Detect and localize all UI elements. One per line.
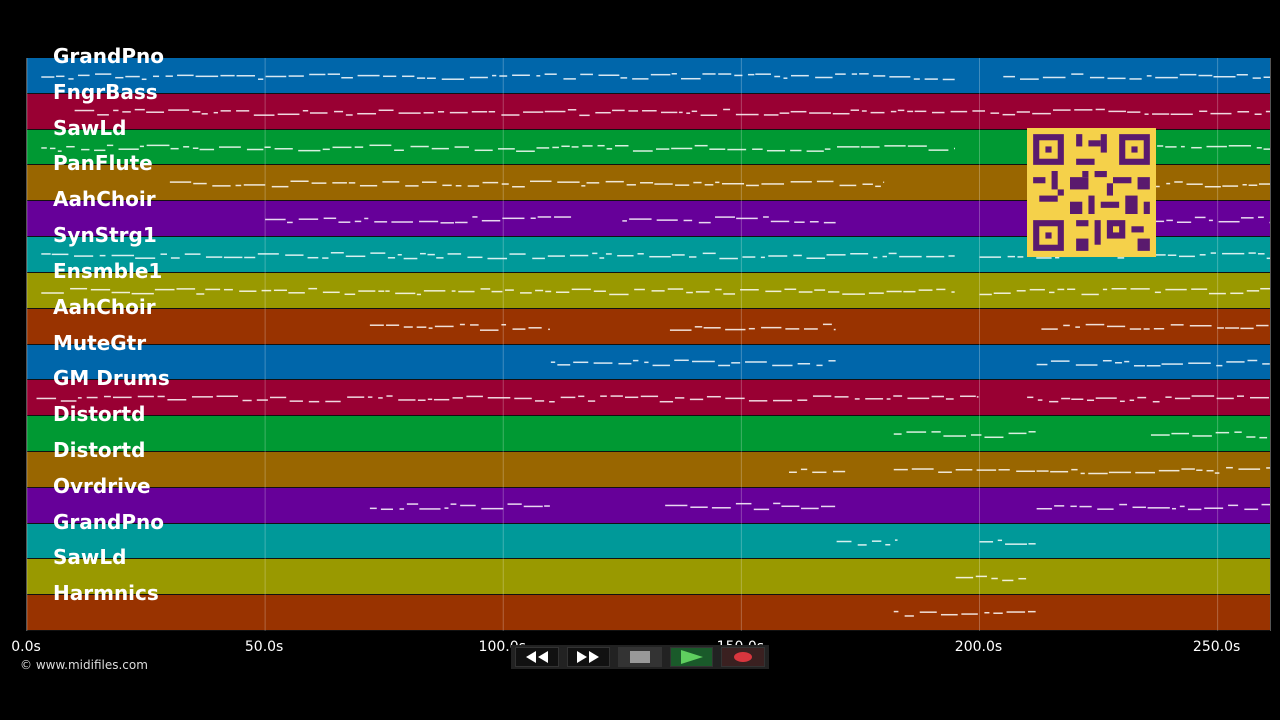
qr-code xyxy=(1027,128,1156,257)
track-lane[interactable] xyxy=(27,559,1270,596)
track-lane[interactable] xyxy=(27,93,1270,130)
fast-forward-button[interactable] xyxy=(566,647,611,667)
track-label: PanFlute xyxy=(53,151,153,176)
stop-button[interactable] xyxy=(618,647,662,667)
track-label: SynStrg1 xyxy=(53,223,157,248)
record-button[interactable] xyxy=(721,647,765,667)
play-button[interactable] xyxy=(669,647,714,667)
fast-forward-icon xyxy=(577,651,600,663)
play-icon xyxy=(680,650,703,664)
record-icon xyxy=(734,652,753,662)
track-label: GrandPno xyxy=(53,44,164,68)
track-label: AahChoir xyxy=(53,187,156,212)
track-label: MuteGtr xyxy=(53,330,147,355)
track-label: SawLd xyxy=(53,545,127,570)
track-lane[interactable] xyxy=(27,595,1270,631)
copyright-text: © www.midifiles.com xyxy=(20,658,148,672)
track-label: FngrBass xyxy=(53,79,158,104)
time-tick-label: 200.0s xyxy=(954,639,1003,655)
track-lane[interactable] xyxy=(27,58,1270,94)
track-lane[interactable] xyxy=(27,380,1270,417)
track-lane[interactable] xyxy=(27,523,1270,560)
track-lane[interactable] xyxy=(27,487,1270,524)
time-tick-label: 0.0s xyxy=(11,639,41,655)
rewind-button[interactable] xyxy=(515,647,559,667)
track-lane[interactable] xyxy=(27,308,1270,345)
track-label: Distortd xyxy=(53,437,146,462)
track-label: SawLd xyxy=(53,115,127,140)
track-label: GM Drums xyxy=(53,366,170,391)
track-lane[interactable] xyxy=(27,272,1270,309)
track-label: GrandPno xyxy=(53,509,164,534)
time-tick-label: 250.0s xyxy=(1192,639,1241,655)
track-lane[interactable] xyxy=(27,344,1270,381)
track-label: Ensmble1 xyxy=(53,258,163,283)
transport-bar xyxy=(511,645,769,669)
time-tick-label: 50.0s xyxy=(244,639,284,655)
stop-icon xyxy=(629,651,650,663)
track-label: Distortd xyxy=(53,402,146,427)
track-label: Harmnics xyxy=(53,581,159,606)
track-lane[interactable] xyxy=(27,416,1270,452)
track-label: AahChoir xyxy=(53,294,156,319)
track-label: Ovrdrive xyxy=(53,473,151,498)
track-lane[interactable] xyxy=(27,451,1270,488)
rewind-icon xyxy=(525,651,548,663)
